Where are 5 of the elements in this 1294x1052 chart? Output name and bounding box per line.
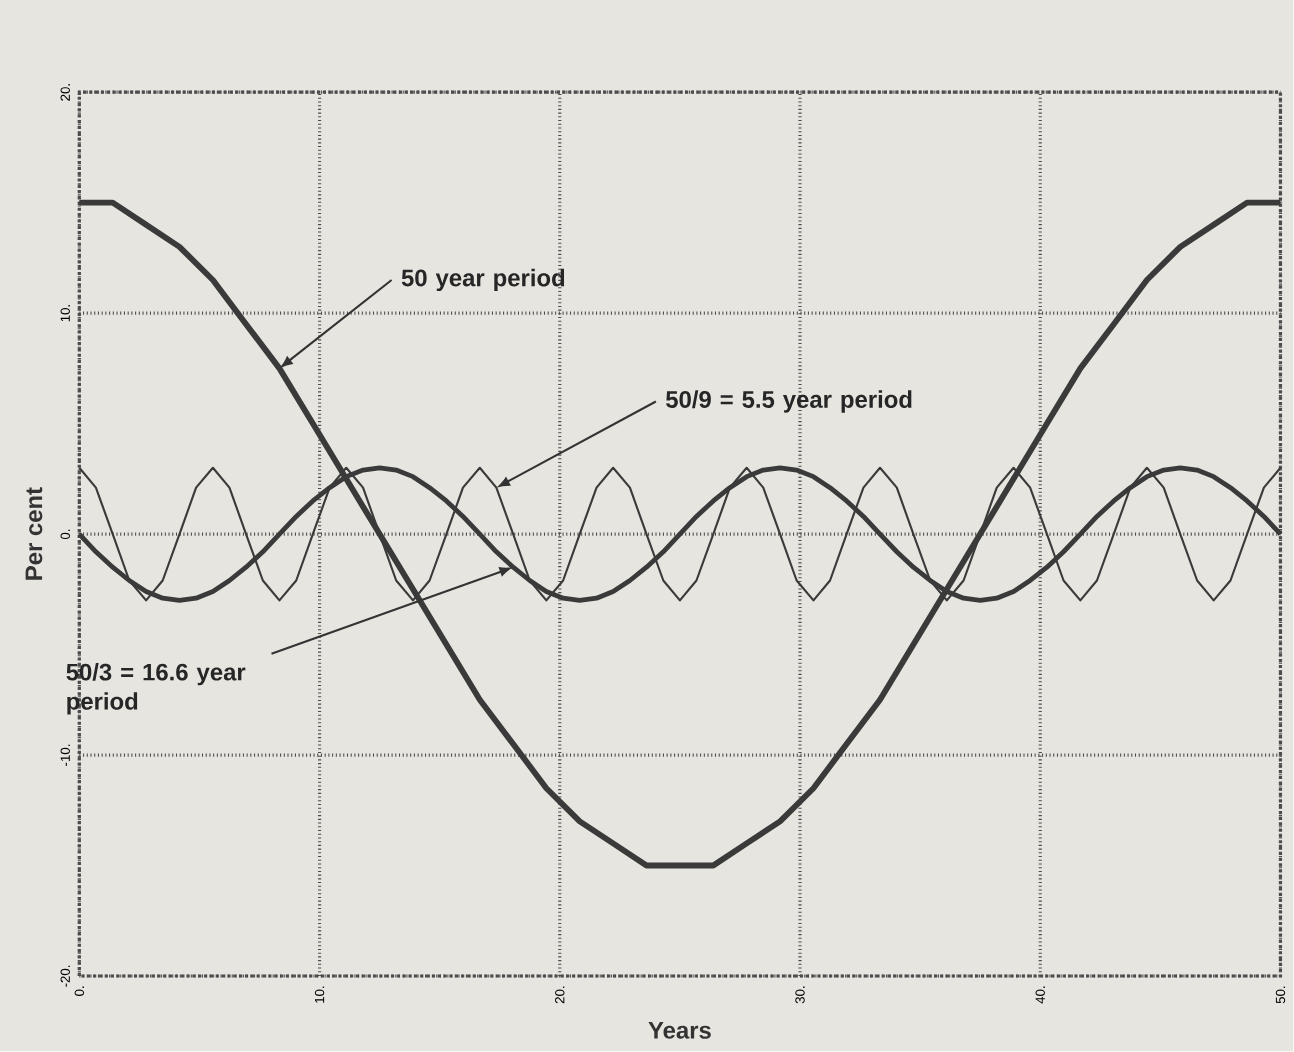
annotation: 50/3 = 16.6 year period bbox=[66, 663, 246, 715]
x-axis-title: Years bbox=[648, 1022, 711, 1039]
annotation: 50 year period bbox=[401, 269, 565, 292]
annotation: 50/9 = 5.5 year period bbox=[666, 390, 912, 413]
y-axis-title: Per cent bbox=[25, 487, 43, 580]
